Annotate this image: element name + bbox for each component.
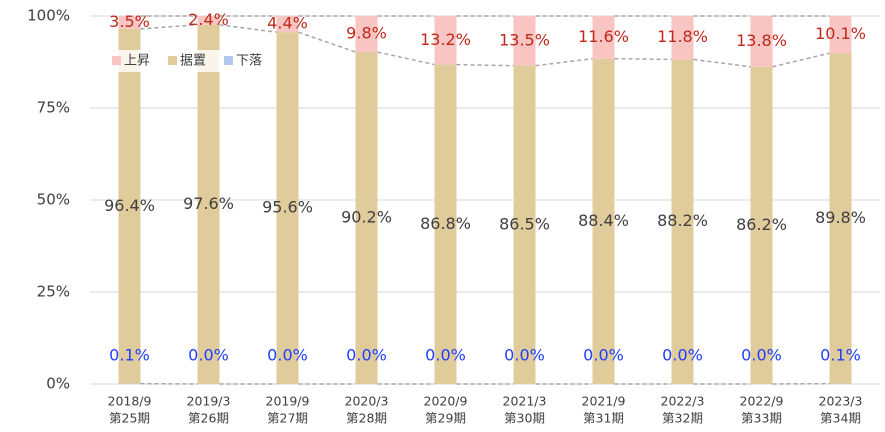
bar-segment	[118, 16, 141, 29]
x-tick-label: 2023/3	[819, 394, 863, 409]
data-label: 0.0%	[504, 346, 545, 365]
data-label: 89.8%	[815, 208, 866, 227]
data-label: 88.2%	[657, 211, 708, 230]
data-label: 4.4%	[267, 14, 308, 33]
series-line	[140, 24, 198, 30]
data-label: 9.8%	[346, 24, 387, 43]
x-tick-label: 2019/3	[187, 394, 231, 409]
bar-segment	[197, 16, 220, 25]
legend-label: 上昇	[124, 54, 150, 69]
bars	[118, 16, 852, 385]
x-tick-label: 第27期	[267, 411, 308, 426]
data-label: 0.0%	[346, 346, 387, 365]
series-line	[298, 31, 356, 53]
bar-segment	[829, 16, 852, 54]
data-label: 13.2%	[420, 30, 471, 49]
legend-swatch	[224, 56, 233, 65]
legend-swatch	[168, 56, 177, 65]
bar-segment	[355, 52, 378, 385]
legend: 上昇 据置 下落	[106, 50, 276, 72]
series-line	[535, 57, 593, 67]
series-line	[772, 52, 830, 68]
bar-segment	[592, 58, 615, 385]
data-label: 88.4%	[578, 211, 629, 230]
x-tick-label: 2022/9	[740, 394, 784, 409]
legend-swatch	[112, 56, 121, 65]
x-tick-label: 第33期	[741, 411, 782, 426]
bar-segment	[434, 16, 457, 65]
data-label: 0.0%	[583, 346, 624, 365]
labels: 0.1% 0.0% 0.0% 0.0% 0.0% 0.0% 0.0% 0.0% 0.0% 0.1%…	[104, 10, 866, 365]
legend-label: 下落	[236, 54, 262, 69]
x-tick-label: 2021/3	[503, 394, 547, 409]
series-line	[456, 63, 514, 67]
x-tick-label: 第32期	[662, 411, 703, 426]
x-tick-label: 第31期	[583, 411, 624, 426]
y-tick-label: 50%	[37, 191, 70, 209]
x-tick-label: 2020/3	[345, 394, 389, 409]
data-label: 86.8%	[420, 214, 471, 233]
data-label: 0.1%	[820, 346, 861, 365]
x-tick-label: 第25期	[109, 411, 150, 426]
bar-segment	[592, 16, 615, 59]
data-label: 0.0%	[425, 346, 466, 365]
legend-box	[106, 50, 276, 72]
series-line	[693, 58, 751, 68]
data-label: 11.8%	[657, 27, 708, 46]
data-label: 2.4%	[188, 10, 229, 29]
bar-segment	[276, 32, 299, 384]
data-label: 13.8%	[736, 31, 787, 50]
x-tick-label: 第28期	[346, 411, 387, 426]
bar-segment	[671, 59, 694, 384]
x-tick-label: 2020/9	[424, 394, 468, 409]
data-label: 86.2%	[736, 215, 787, 234]
bar-segment	[197, 24, 220, 384]
x-tick-label: 第29期	[425, 411, 466, 426]
bar-segment	[829, 53, 852, 384]
bar-segment	[513, 16, 536, 66]
x-tick-label: 第26期	[188, 411, 229, 426]
data-label: 96.4%	[104, 196, 155, 215]
data-label: 0.0%	[267, 346, 308, 365]
data-label: 95.6%	[262, 198, 313, 217]
y-tick-label: 0%	[46, 375, 70, 393]
bar-segment	[513, 65, 536, 385]
y-tick-label: 25%	[37, 283, 70, 301]
data-label: 86.5%	[499, 214, 550, 233]
series-line	[614, 57, 672, 61]
data-label: 90.2%	[341, 208, 392, 227]
series-line	[219, 24, 277, 33]
series-line	[377, 51, 435, 66]
data-label: 0.0%	[741, 346, 782, 365]
bar-segment	[355, 16, 378, 53]
x-tick-label: 第30期	[504, 411, 545, 426]
data-label: 97.6%	[183, 194, 234, 213]
data-label: 11.6%	[578, 27, 629, 46]
y-tick-label: 100%	[27, 7, 70, 25]
bar-segment	[434, 64, 457, 385]
x-tick-label: 第34期	[820, 411, 861, 426]
bar-segment	[750, 16, 773, 67]
bar-segment	[118, 28, 141, 384]
bar-segment	[750, 66, 773, 384]
data-label: 0.0%	[188, 346, 229, 365]
data-label: 0.1%	[109, 346, 150, 365]
legend-label: 据置	[180, 54, 206, 69]
data-label: 3.5%	[109, 12, 150, 31]
x-tick-label: 2018/9	[108, 394, 152, 409]
connectors	[140, 15, 830, 385]
data-label: 13.5%	[499, 30, 550, 49]
bar-segment	[276, 16, 299, 33]
x-tick-label: 2019/9	[266, 394, 310, 409]
bar-segment	[671, 16, 694, 60]
y-tick-label: 75%	[37, 99, 70, 117]
x-tick-label: 2022/3	[661, 394, 705, 409]
x-tick-label: 2021/9	[582, 394, 626, 409]
data-label: 0.0%	[662, 346, 703, 365]
data-label: 10.1%	[815, 24, 866, 43]
